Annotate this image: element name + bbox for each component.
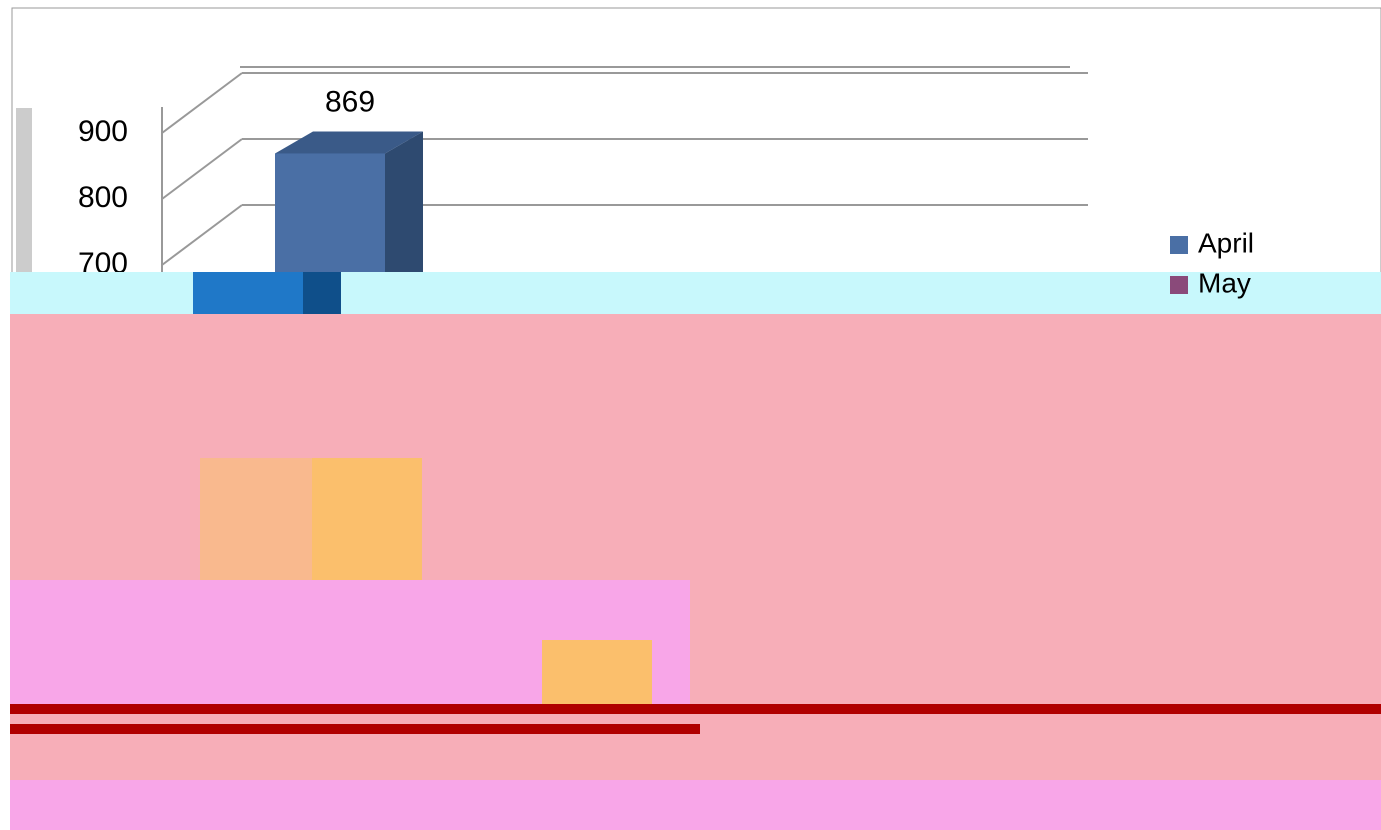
legend-label: April	[1198, 227, 1254, 258]
glitch-band	[10, 780, 1381, 830]
glitch-line	[10, 704, 1381, 714]
legend-swatch	[1170, 236, 1188, 254]
glitch-block	[312, 458, 422, 580]
glitch-block	[193, 272, 303, 314]
bar-top	[275, 131, 423, 154]
y-tick-label: 800	[78, 181, 128, 214]
y-tick-label: 900	[78, 115, 128, 148]
grid-line	[161, 204, 243, 266]
grid-line	[161, 72, 243, 134]
glitch-block	[303, 272, 341, 314]
legend-label: May	[1198, 267, 1251, 298]
value-label: 869	[325, 85, 375, 118]
glitch-line	[10, 724, 700, 734]
axis-shadow	[16, 108, 32, 278]
legend-swatch	[1170, 276, 1188, 294]
glitch-block	[542, 640, 652, 704]
grid-line	[161, 138, 243, 200]
